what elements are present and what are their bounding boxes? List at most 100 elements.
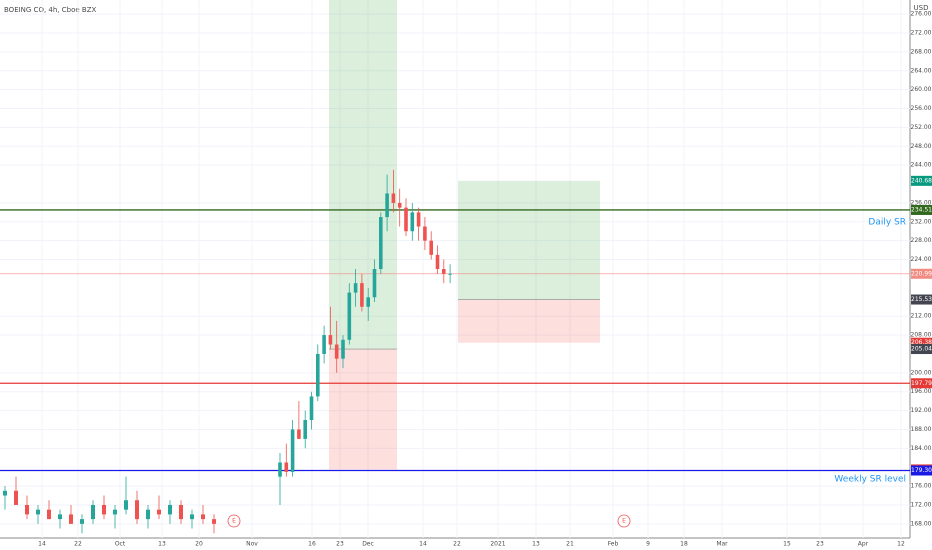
y-tick-label: 168.00 (911, 520, 932, 527)
x-tick-label: Dec (362, 541, 374, 548)
y-tick-label: 224.00 (911, 256, 932, 263)
x-tick-label: Apr (858, 541, 869, 548)
price-badge-label: 206.38 (911, 339, 932, 346)
y-tick-label: 268.00 (911, 48, 932, 55)
candle-body (410, 212, 415, 232)
candle-body (303, 420, 307, 439)
price-badge-label: 234.51 (911, 206, 932, 213)
x-tick-label: 14 (38, 541, 46, 548)
x-tick-label: 13 (532, 541, 540, 548)
x-tick-label: 23 (816, 541, 824, 548)
price-badge-label: 215.53 (911, 296, 932, 303)
currency: USD (914, 4, 929, 12)
earnings-marker (617, 514, 631, 528)
candle-body (416, 212, 421, 227)
candle-body (347, 292, 352, 340)
price-badge-label: 220.99 (911, 270, 932, 277)
x-tick-label: 12 (897, 541, 905, 548)
candle-body (290, 429, 295, 472)
candle-body (404, 207, 408, 232)
price-badge-label: 240.68 (911, 177, 932, 184)
x-tick-label: 18 (680, 541, 688, 548)
candle-body (448, 273, 452, 275)
candle-body (113, 509, 117, 515)
candle-body (397, 202, 402, 208)
x-tick-label: 23 (336, 541, 344, 548)
y-tick-label: 244.00 (911, 162, 932, 169)
candle-body (58, 514, 62, 520)
annotation: Daily SR (868, 217, 906, 227)
candle-body (435, 254, 440, 269)
price-badge-label: 197.79 (911, 380, 932, 387)
y-tick-label: 252.00 (911, 124, 932, 131)
x-tick-label: 16 (308, 541, 316, 548)
x-tick-label: 22 (453, 541, 461, 548)
loss-zone (329, 349, 397, 470)
candle-body (391, 193, 396, 203)
y-tick-label: 248.00 (911, 143, 932, 150)
candle-body (102, 504, 106, 515)
candle-body (334, 344, 339, 359)
x-tick-label: 22 (74, 541, 82, 548)
y-tick-label: 260.00 (911, 86, 932, 93)
x-tick-label: Feb (608, 541, 619, 548)
price-badge (911, 378, 932, 389)
x-tick-label: 13 (158, 541, 166, 548)
x-tick-label: Oct (115, 541, 126, 548)
candle-body (366, 297, 370, 307)
candle-body (36, 509, 40, 515)
price-badge (911, 294, 932, 305)
candle-body (309, 396, 314, 421)
candle-body (91, 504, 95, 520)
y-tick-label: 236.00 (911, 199, 932, 206)
loss-zone (458, 299, 600, 343)
candle-body (124, 500, 128, 510)
y-tick-label: 212.00 (911, 313, 932, 320)
candle-body (322, 335, 326, 354)
price-badge (911, 268, 932, 279)
y-tick-label: 256.00 (911, 105, 932, 112)
earnings-marker (227, 514, 241, 528)
y-tick-label: 232.00 (911, 218, 932, 225)
price-badge (911, 175, 932, 186)
candle-body (190, 514, 194, 520)
candle-body (25, 504, 29, 515)
x-tick-label: Mar (716, 541, 728, 548)
candle-body (442, 269, 446, 274)
candle-body (47, 509, 51, 520)
price-badge (911, 344, 932, 355)
y-tick-label: 276.00 (911, 11, 932, 18)
x-tick-label: 9 (646, 541, 650, 548)
candle-body (3, 490, 7, 496)
y-tick-label: 200.00 (911, 369, 932, 376)
candle-body (341, 339, 345, 359)
candle-body (297, 429, 301, 439)
x-tick-label: 2021 (490, 541, 505, 548)
candle-body (212, 519, 216, 524)
price-badge (911, 204, 932, 215)
candle-body (201, 514, 205, 520)
x-tick-label: 14 (419, 541, 427, 548)
y-tick-label: 176.00 (911, 483, 932, 490)
candle-body (179, 504, 183, 520)
y-tick-label: 228.00 (911, 237, 932, 244)
y-tick-label: 196.00 (911, 388, 932, 395)
candle-body (385, 193, 389, 218)
x-tick-label: 15 (783, 541, 791, 548)
candle-body (353, 283, 358, 293)
y-tick-label: 172.00 (911, 501, 932, 508)
candle-body (360, 283, 364, 307)
price-badge-label: 179.30 (911, 467, 932, 474)
candle-body (146, 509, 150, 520)
y-tick-label: 188.00 (911, 426, 932, 433)
earnings-label: E (232, 518, 236, 525)
y-tick-label: 208.00 (911, 332, 932, 339)
y-tick-label: 192.00 (911, 407, 932, 414)
y-tick-label: 264.00 (911, 67, 932, 74)
candle-body (157, 509, 161, 515)
candle-body (135, 500, 139, 520)
y-tick-label: 184.00 (911, 445, 932, 452)
candle-body (423, 226, 427, 241)
candle-body (379, 217, 383, 269)
